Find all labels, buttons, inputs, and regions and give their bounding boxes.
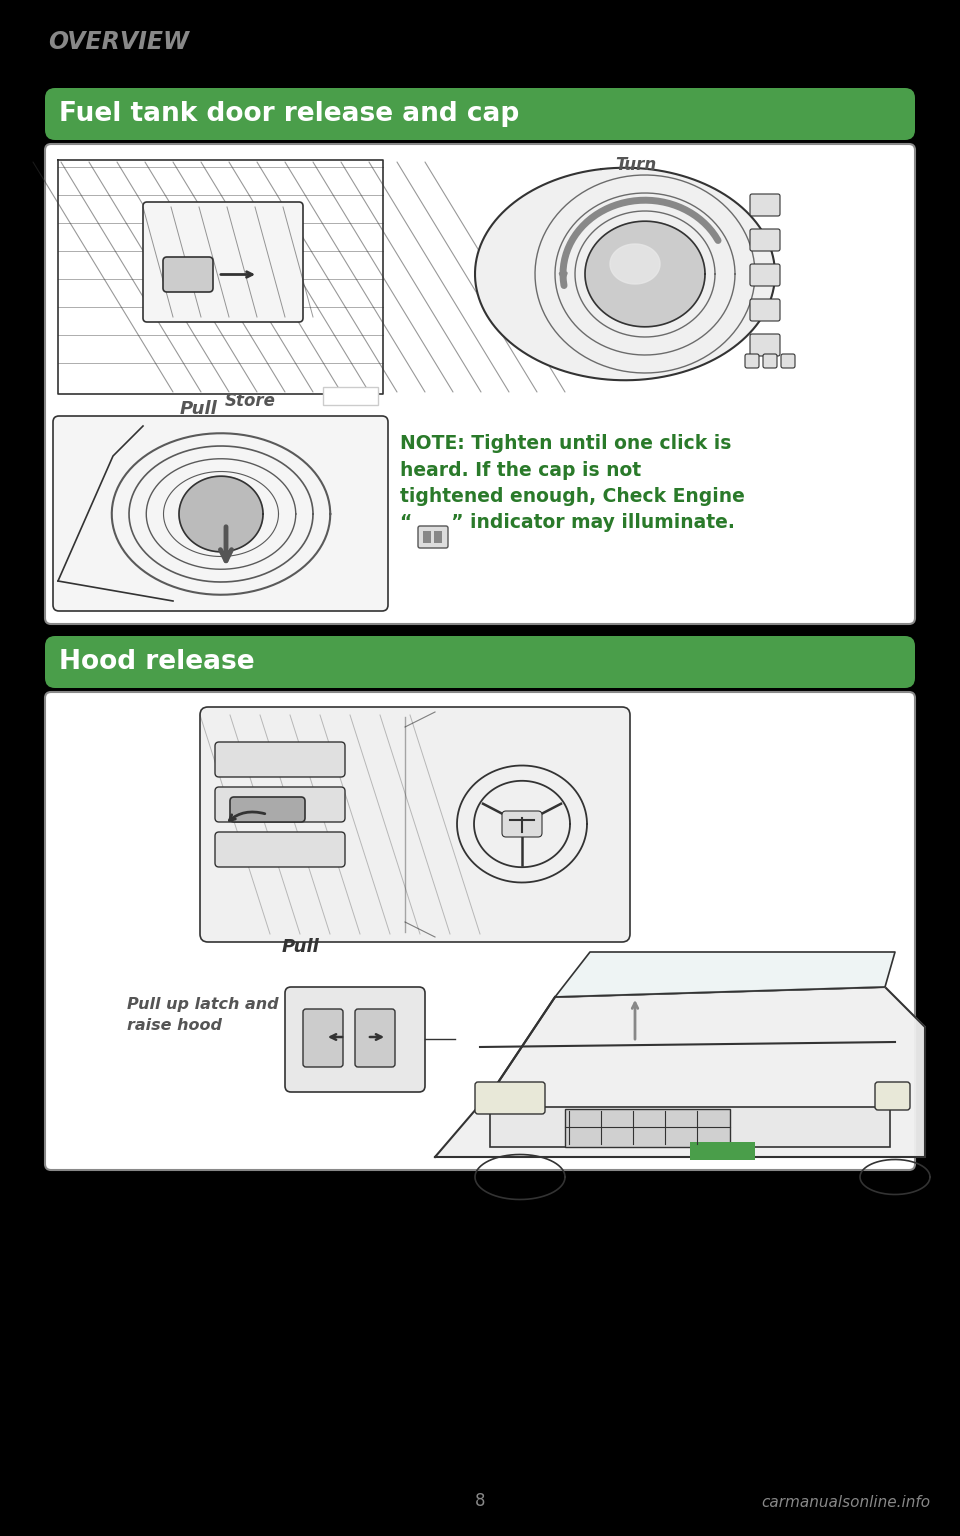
Text: OVERVIEW: OVERVIEW [48, 31, 189, 54]
Polygon shape [435, 988, 925, 1157]
FancyBboxPatch shape [750, 333, 780, 356]
Bar [423, 531, 431, 544]
FancyBboxPatch shape [200, 707, 630, 942]
FancyBboxPatch shape [745, 353, 759, 369]
Text: 8: 8 [475, 1491, 485, 1510]
Polygon shape [475, 167, 775, 381]
Text: Turn: Turn [615, 157, 657, 174]
FancyBboxPatch shape [143, 203, 303, 323]
FancyBboxPatch shape [750, 300, 780, 321]
FancyBboxPatch shape [163, 257, 213, 292]
Text: Pull up latch and
raise hood: Pull up latch and raise hood [127, 997, 278, 1034]
FancyBboxPatch shape [418, 525, 448, 548]
Bar [434, 531, 442, 544]
FancyBboxPatch shape [763, 353, 777, 369]
FancyBboxPatch shape [875, 1081, 910, 1111]
Bar [690, 1141, 755, 1160]
FancyBboxPatch shape [45, 636, 915, 688]
Polygon shape [555, 952, 895, 997]
Text: NOTE: Tighten until one click is
heard. If the cap is not
tightened enough, Chec: NOTE: Tighten until one click is heard. … [400, 435, 745, 533]
FancyBboxPatch shape [45, 144, 915, 624]
Polygon shape [610, 244, 660, 284]
FancyBboxPatch shape [303, 1009, 343, 1068]
FancyBboxPatch shape [45, 693, 915, 1170]
FancyBboxPatch shape [502, 811, 542, 837]
Text: Hood release: Hood release [59, 650, 254, 674]
Polygon shape [179, 476, 263, 551]
FancyBboxPatch shape [45, 88, 915, 140]
FancyBboxPatch shape [215, 742, 345, 777]
FancyBboxPatch shape [475, 1081, 545, 1114]
Text: carmanualsonline.info: carmanualsonline.info [761, 1495, 930, 1510]
FancyBboxPatch shape [215, 833, 345, 866]
FancyBboxPatch shape [285, 988, 425, 1092]
Bar [565, 1109, 730, 1147]
FancyBboxPatch shape [215, 786, 345, 822]
Polygon shape [585, 221, 705, 327]
FancyBboxPatch shape [230, 797, 305, 822]
Text: Store: Store [225, 392, 276, 410]
Text: Fuel tank door release and cap: Fuel tank door release and cap [59, 101, 519, 127]
FancyBboxPatch shape [355, 1009, 395, 1068]
FancyBboxPatch shape [53, 416, 388, 611]
FancyBboxPatch shape [781, 353, 795, 369]
FancyBboxPatch shape [750, 264, 780, 286]
Bar [323, 387, 378, 406]
FancyBboxPatch shape [750, 194, 780, 217]
Bar [490, 1107, 890, 1147]
Text: Pull: Pull [281, 938, 319, 955]
FancyBboxPatch shape [750, 229, 780, 250]
Text: Pull: Pull [180, 399, 217, 418]
